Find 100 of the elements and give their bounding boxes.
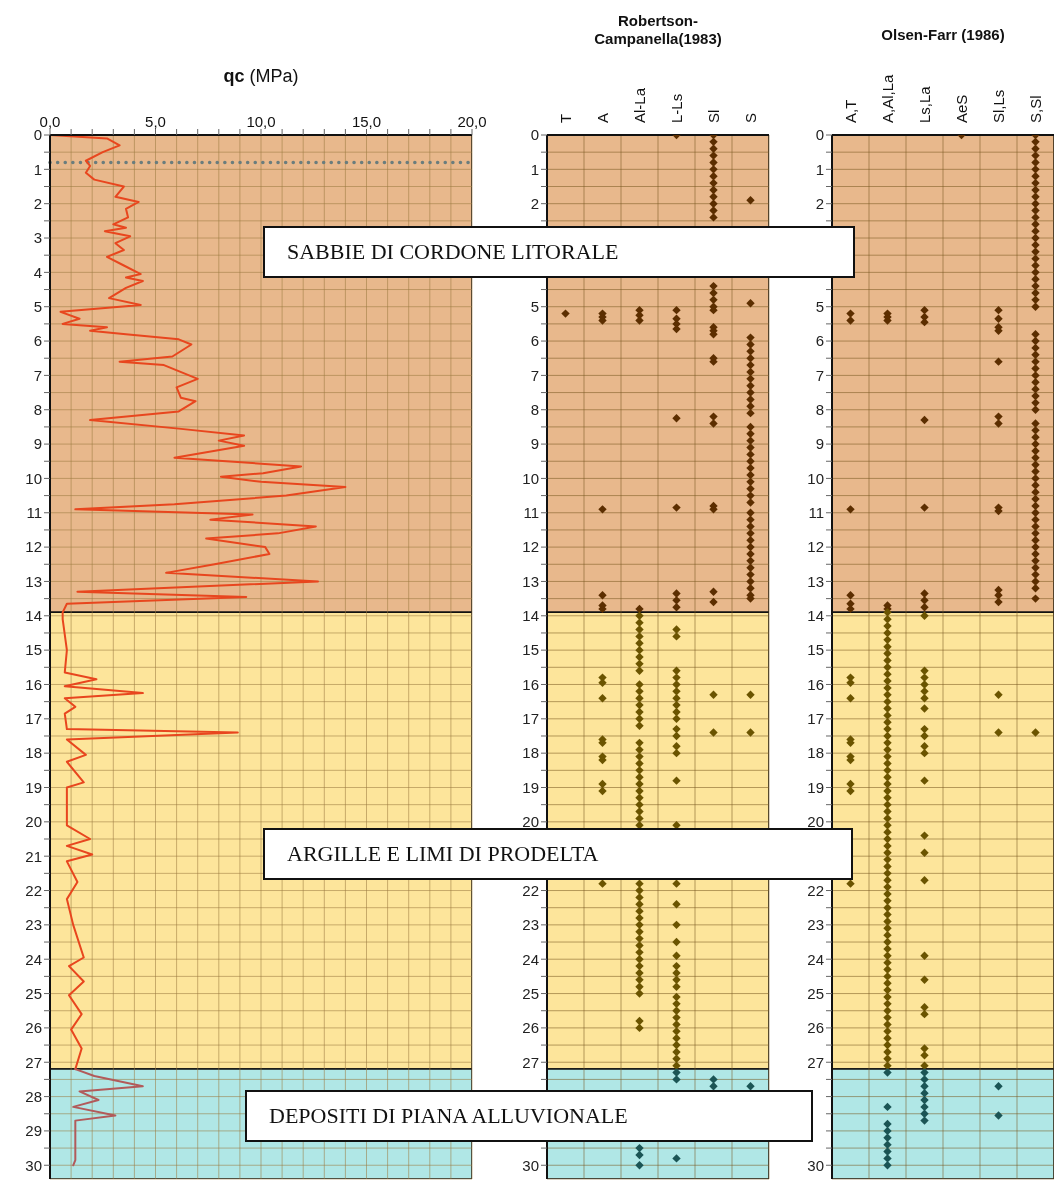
y-tick-label: 8 — [33, 401, 42, 419]
y-tick-label: 26 — [25, 1019, 42, 1037]
y-tick-label: 28 — [25, 1087, 42, 1105]
y-tick-label: 13 — [25, 572, 42, 590]
x-tick-label: AeS — [952, 94, 970, 123]
y-tick-label: 2 — [33, 195, 42, 213]
y-tick-label: 17 — [522, 710, 539, 728]
y-tick-label: 7 — [530, 366, 539, 384]
y-tick-label: 22 — [25, 881, 42, 899]
y-tick-label: 0 — [33, 126, 42, 144]
y-tick-label: 1 — [815, 160, 824, 178]
y-tick-label: 29 — [25, 1122, 42, 1140]
y-tick-label: 27 — [522, 1053, 539, 1071]
x-tick-label: Al-La — [630, 87, 648, 123]
x-tick-label: Ls,La — [915, 85, 933, 123]
y-tick-label: 14 — [807, 607, 824, 625]
y-tick-label: 21 — [25, 847, 42, 865]
y-tick-label: 9 — [815, 435, 824, 453]
y-tick-label: 19 — [807, 778, 824, 796]
y-tick-label: 12 — [522, 538, 539, 556]
y-tick-label: 27 — [807, 1053, 824, 1071]
x-tick-label: 10,0 — [246, 113, 276, 130]
y-tick-label: 15 — [522, 641, 539, 659]
y-tick-label: 20 — [807, 813, 824, 831]
y-tick-label: 27 — [25, 1053, 42, 1071]
y-tick-label: 9 — [530, 435, 539, 453]
y-tick-label: 25 — [807, 984, 824, 1002]
text-box: ARGILLE E LIMI DI PRODELTA — [263, 828, 853, 880]
y-tick-label: 8 — [815, 401, 824, 419]
y-tick-label: 10 — [25, 469, 42, 487]
y-tick-label: 20 — [25, 813, 42, 831]
y-tick-label: 19 — [522, 778, 539, 796]
y-tick-label: 25 — [522, 984, 539, 1002]
x-axis-title: qc (MPa) — [222, 66, 300, 87]
x-tick-label: Sl — [704, 109, 722, 123]
x-tick-label: Sl,Ls — [989, 89, 1007, 123]
y-tick-label: 9 — [33, 435, 42, 453]
x-tick-label: 0,0 — [39, 113, 61, 130]
y-tick-label: 5 — [33, 298, 42, 316]
x-tick-label: A,Al,La — [878, 73, 896, 123]
x-tick-label: L-Ls — [667, 93, 685, 123]
y-tick-label: 22 — [522, 881, 539, 899]
x-tick-label: A — [593, 112, 611, 123]
y-tick-label: 5 — [815, 298, 824, 316]
y-tick-label: 4 — [33, 263, 42, 281]
y-tick-label: 1 — [33, 160, 42, 178]
y-tick-label: 2 — [815, 195, 824, 213]
y-tick-label: 23 — [522, 916, 539, 934]
y-tick-label: 13 — [522, 572, 539, 590]
chart-title: Robertson-Campanella(1983) — [593, 12, 723, 48]
line-series — [72, 1068, 144, 1167]
y-tick-label: 2 — [530, 195, 539, 213]
text-box: SABBIE DI CORDONE LITORALE — [263, 226, 855, 278]
y-tick-label: 25 — [25, 984, 42, 1002]
y-tick-label: 11 — [808, 504, 824, 522]
chart-title: Olsen-Farr (1986) — [880, 26, 1006, 44]
x-tick-label: 15,0 — [351, 113, 382, 130]
y-tick-label: 24 — [522, 950, 539, 968]
y-tick-label: 17 — [807, 710, 824, 728]
y-tick-label: 19 — [25, 778, 42, 796]
x-tick-label: A,T — [841, 99, 859, 123]
y-tick-label: 23 — [25, 916, 42, 934]
y-tick-label: 24 — [807, 950, 824, 968]
y-tick-label: 7 — [815, 366, 824, 384]
y-tick-label: 16 — [25, 675, 42, 693]
y-tick-label: 14 — [25, 607, 42, 625]
y-tick-label: 24 — [25, 950, 42, 968]
y-tick-label: 10 — [807, 469, 824, 487]
y-tick-label: 0 — [530, 126, 539, 144]
y-tick-label: 23 — [807, 916, 824, 934]
y-tick-label: 16 — [807, 675, 824, 693]
y-tick-label: 6 — [33, 332, 42, 350]
y-tick-label: 22 — [807, 881, 824, 899]
y-tick-label: 6 — [530, 332, 539, 350]
y-tick-label: 0 — [815, 126, 824, 144]
y-tick-label: 15 — [807, 641, 824, 659]
y-tick-label: 26 — [522, 1019, 539, 1037]
y-tick-label: 20 — [522, 813, 539, 831]
y-tick-label: 10 — [522, 469, 539, 487]
y-tick-label: 11 — [26, 504, 42, 522]
y-tick-label: 18 — [807, 744, 824, 762]
y-tick-label: 6 — [815, 332, 824, 350]
y-tick-label: 17 — [25, 710, 42, 728]
y-tick-label: 30 — [807, 1156, 824, 1174]
y-tick-label: 11 — [523, 504, 539, 522]
y-tick-label: 8 — [530, 401, 539, 419]
x-tick-label: S — [741, 112, 759, 123]
y-tick-label: 16 — [522, 675, 539, 693]
y-tick-label: 30 — [522, 1156, 539, 1174]
y-tick-label: 18 — [25, 744, 42, 762]
y-tick-label: 18 — [522, 744, 539, 762]
y-tick-label: 14 — [522, 607, 539, 625]
y-tick-label: 15 — [25, 641, 42, 659]
y-tick-label: 3 — [33, 229, 42, 247]
y-tick-label: 12 — [807, 538, 824, 556]
x-tick-label: T — [556, 113, 574, 123]
y-tick-label: 13 — [807, 572, 824, 590]
x-tick-label: S,Sl — [1026, 95, 1044, 123]
x-tick-label: 5,0 — [145, 113, 166, 130]
y-tick-label: 26 — [807, 1019, 824, 1037]
